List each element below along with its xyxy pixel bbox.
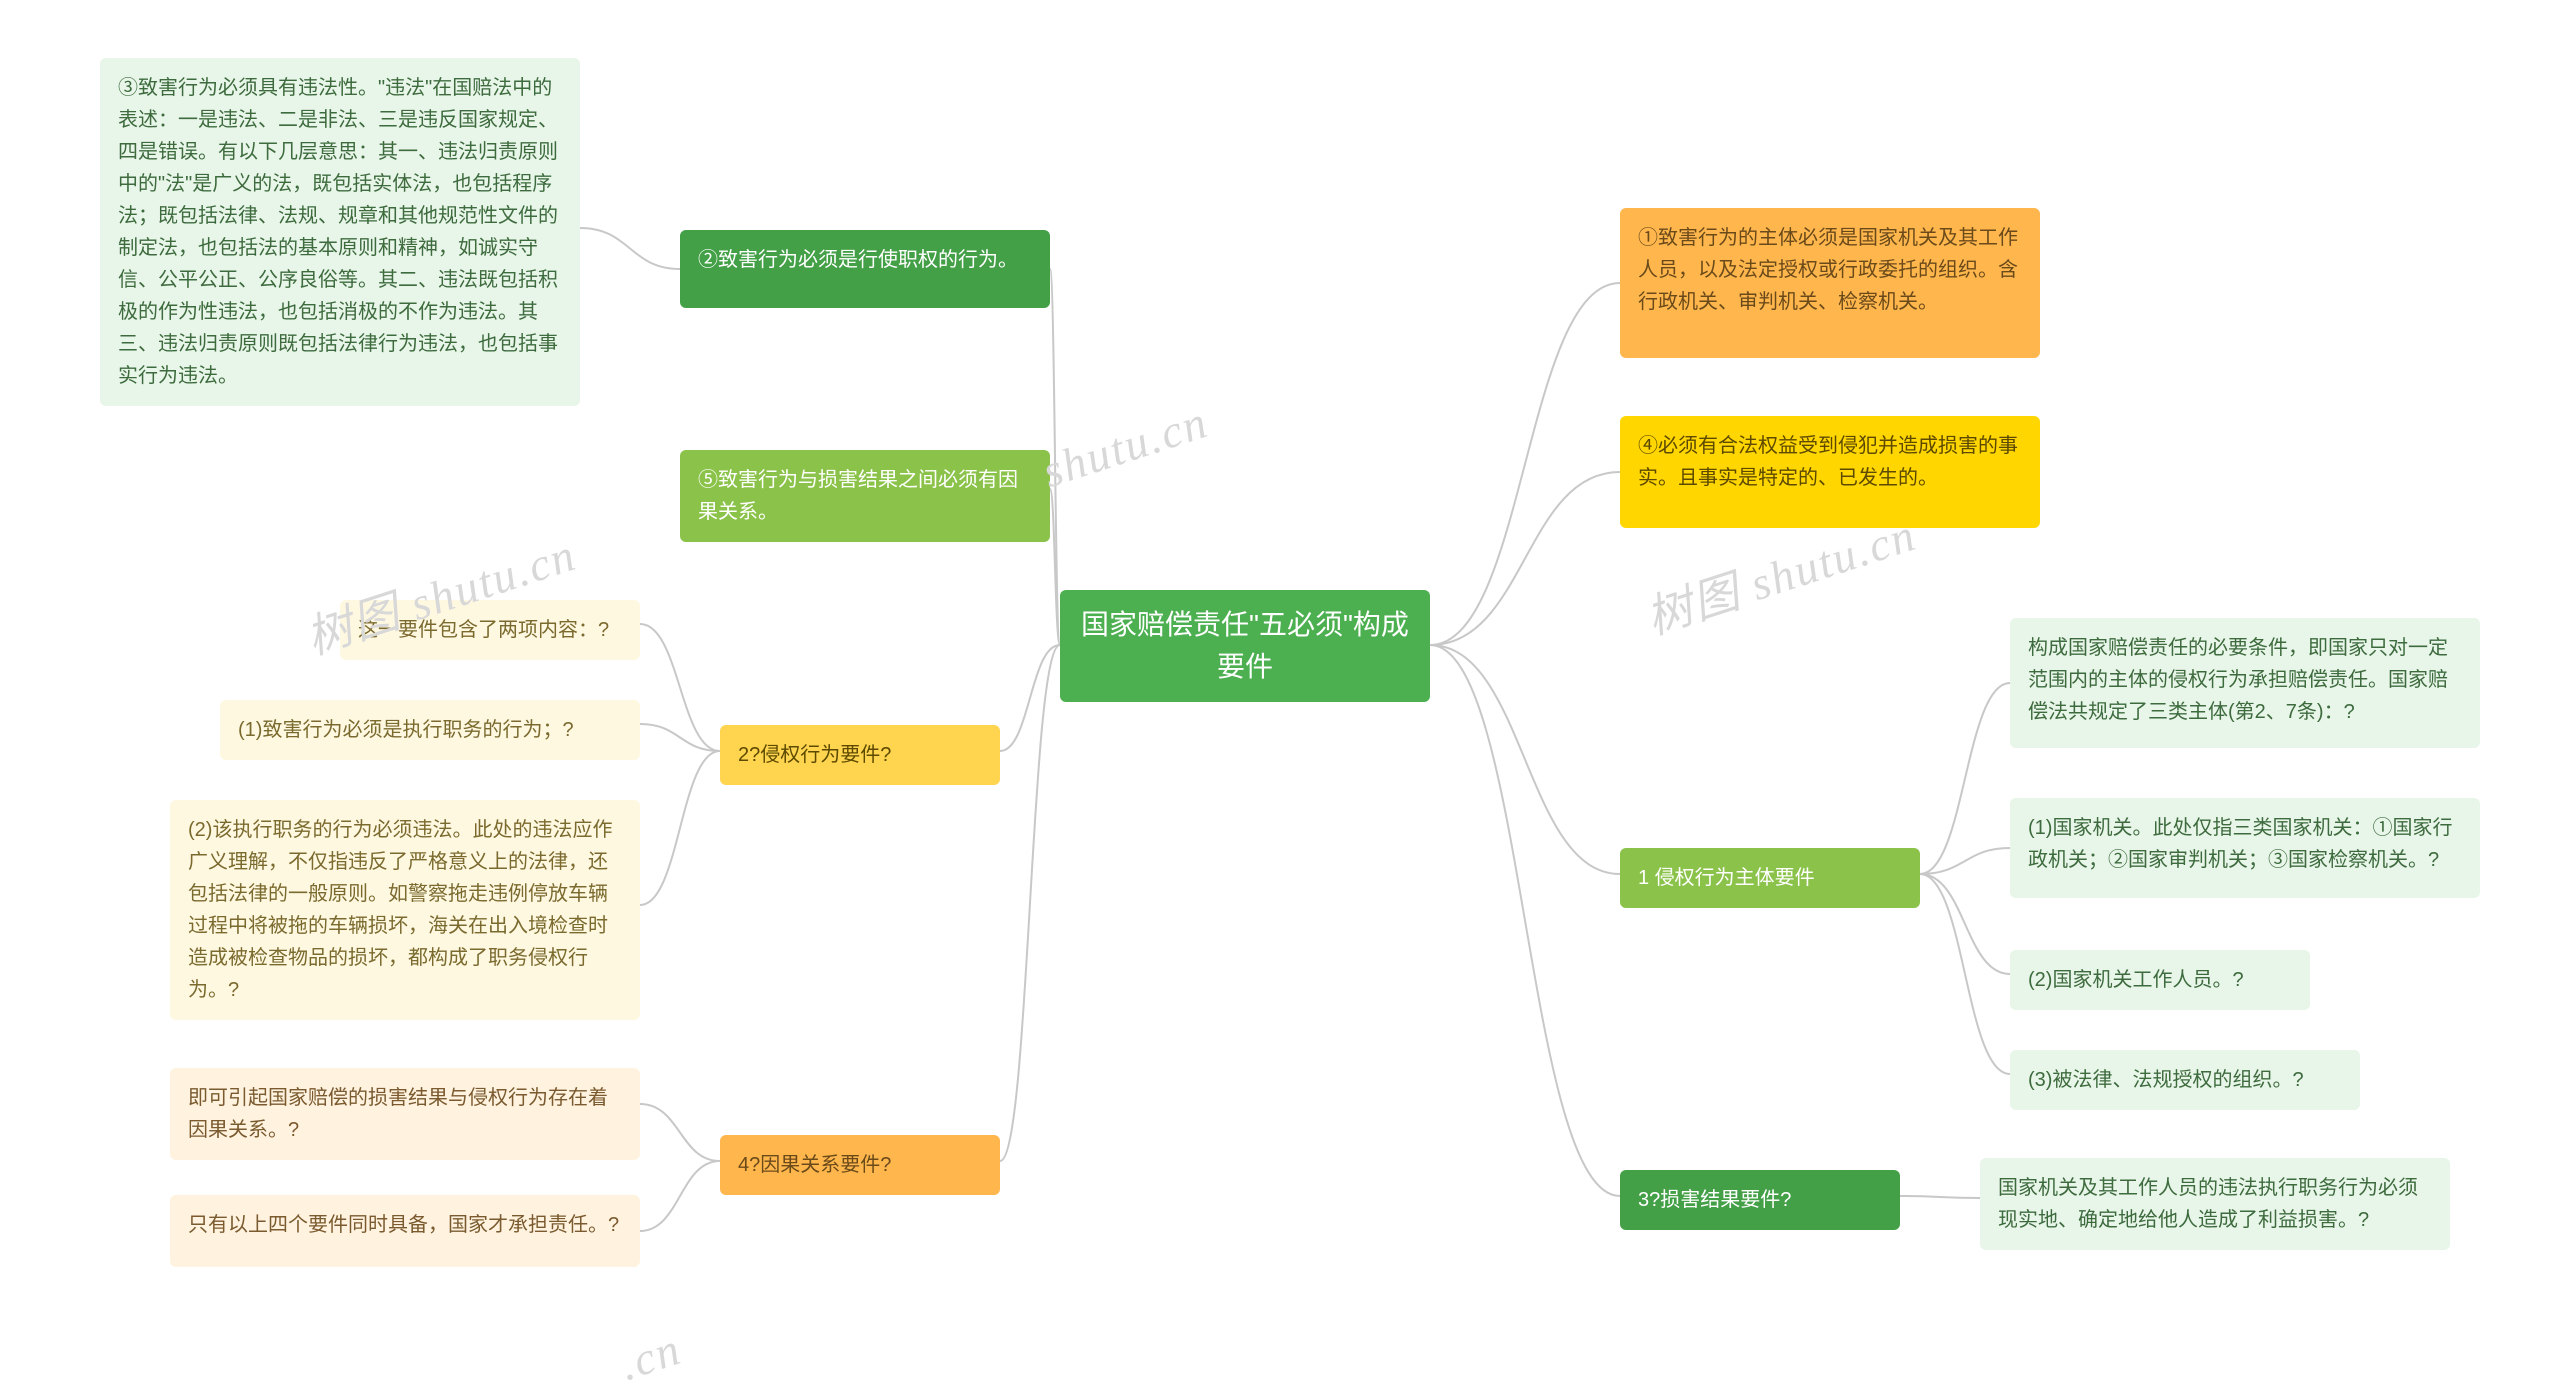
mindmap-node: (1)国家机关。此处仅指三类国家机关：①国家行政机关；②国家审判机关；③国家检察…	[2010, 798, 2480, 898]
mindmap-node: ③致害行为必须具有违法性。"违法"在国赔法中的表述：一是违法、二是非法、三是违反…	[100, 58, 580, 406]
mindmap-node: (1)致害行为必须是执行职务的行为；?	[220, 700, 640, 760]
mindmap-node: ④必须有合法权益受到侵犯并造成损害的事实。且事实是特定的、已发生的。	[1620, 416, 2040, 528]
mindmap-node: 国家机关及其工作人员的违法执行职务行为必须现实地、确定地给他人造成了利益损害。?	[1980, 1158, 2450, 1250]
mindmap-node: (2)国家机关工作人员。?	[2010, 950, 2310, 1010]
watermark: shutu.cn	[1036, 395, 1215, 498]
mindmap-node: 构成国家赔偿责任的必要条件，即国家只对一定范围内的主体的侵权行为承担赔偿责任。国…	[2010, 618, 2480, 748]
mindmap-node: ①致害行为的主体必须是国家机关及其工作人员，以及法定授权或行政委托的组织。含行政…	[1620, 208, 2040, 358]
mindmap-node: 这一要件包含了两项内容：?	[340, 600, 640, 660]
mindmap-node: 1 侵权行为主体要件	[1620, 848, 1920, 908]
mindmap-node: 国家赔偿责任"五必须"构成要件	[1060, 590, 1430, 702]
mindmap-node: 3?损害结果要件?	[1620, 1170, 1900, 1230]
mindmap-node: 4?因果关系要件?	[720, 1135, 1000, 1195]
mindmap-node: 只有以上四个要件同时具备，国家才承担责任。?	[170, 1195, 640, 1267]
mindmap-node: ②致害行为必须是行使职权的行为。	[680, 230, 1050, 308]
mindmap-node: (2)该执行职务的行为必须违法。此处的违法应作广义理解，不仅指违反了严格意义上的…	[170, 800, 640, 1020]
watermark: .cn	[613, 1322, 687, 1391]
mindmap-node: (3)被法律、法规授权的组织。?	[2010, 1050, 2360, 1110]
mindmap-node: 即可引起国家赔偿的损害结果与侵权行为存在着因果关系。?	[170, 1068, 640, 1160]
mindmap-node: 2?侵权行为要件?	[720, 725, 1000, 785]
mindmap-node: ⑤致害行为与损害结果之间必须有因果关系。	[680, 450, 1050, 542]
